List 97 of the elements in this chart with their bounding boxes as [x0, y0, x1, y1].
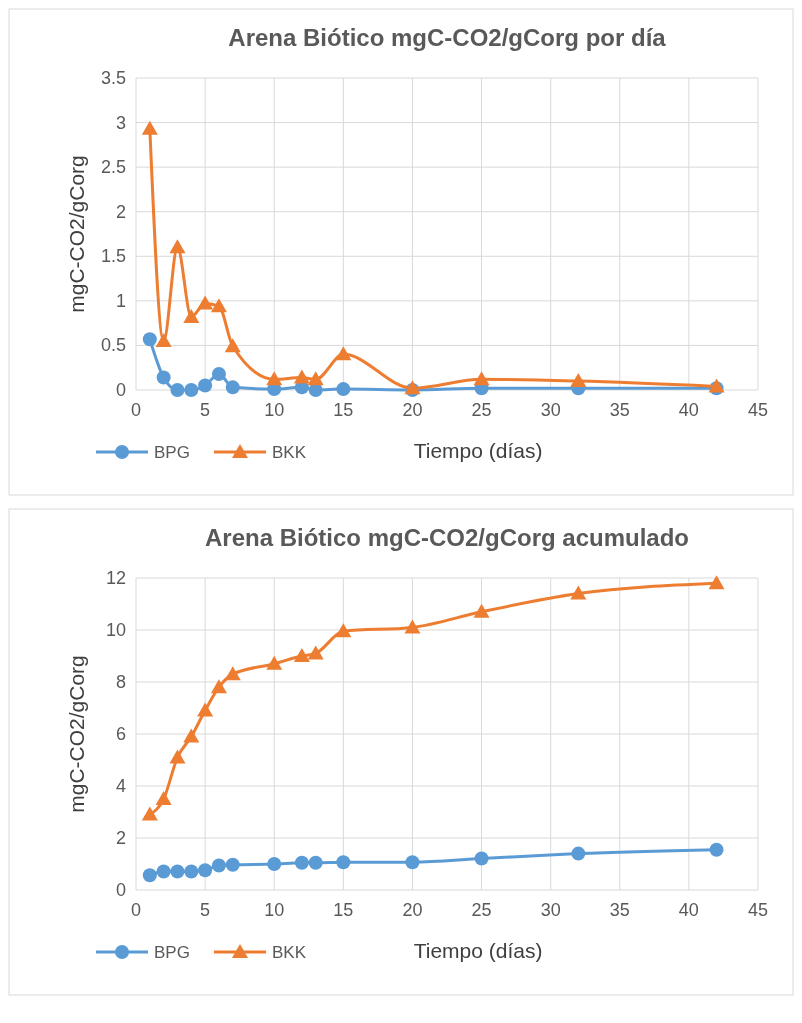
y-tick-label: 3: [115, 112, 126, 133]
point: [335, 346, 352, 361]
point: [183, 308, 200, 323]
point: [225, 857, 240, 872]
point: [570, 373, 587, 388]
x-tick-label: 25: [471, 400, 492, 420]
point: [170, 864, 185, 879]
x-tick-label: 25: [471, 900, 492, 920]
point: [294, 855, 309, 870]
point: [198, 378, 213, 393]
point: [266, 655, 283, 670]
x-tick-label: 10: [264, 400, 285, 420]
point: [266, 371, 283, 386]
point: [404, 619, 421, 634]
point: [169, 239, 186, 254]
point: [142, 868, 157, 883]
point: [224, 666, 241, 681]
x-tick-label: 0: [130, 400, 142, 420]
point: [405, 855, 420, 870]
x-tick-label: 30: [540, 400, 561, 420]
point: [211, 366, 226, 381]
y-tick-label: 1.5: [100, 246, 126, 267]
point: [170, 383, 185, 397]
point: [293, 369, 310, 384]
point: [156, 864, 171, 879]
x-tick-label: 15: [333, 900, 354, 920]
x-tick-label: 0: [130, 900, 142, 920]
y-tick-label: 2: [115, 828, 126, 848]
point: [155, 332, 172, 347]
point: [210, 298, 227, 313]
y-tick-label: 2: [115, 201, 126, 222]
point: [183, 728, 200, 743]
point: [473, 371, 490, 386]
x-tick-label: 45: [747, 900, 769, 920]
point: [142, 332, 157, 347]
x-tick-label: 35: [609, 400, 630, 420]
point: [709, 842, 724, 857]
point: [156, 370, 171, 385]
point: [570, 585, 587, 600]
point: [169, 749, 186, 764]
legend-label: BPG: [154, 943, 190, 962]
x-tick-label: 20: [402, 400, 423, 420]
legend-label: BKK: [272, 943, 307, 962]
point: [210, 679, 227, 694]
point: [211, 858, 226, 873]
y-tick-label: 8: [115, 672, 126, 692]
point: [184, 383, 199, 397]
y-tick-label: 3.5: [100, 68, 126, 88]
point: [308, 383, 323, 397]
point: [307, 371, 324, 386]
point: [474, 851, 489, 866]
point: [336, 855, 351, 870]
point: [571, 846, 586, 861]
y-tick-label: 10: [105, 620, 126, 640]
x-tick-label: 20: [402, 900, 423, 920]
point: [473, 603, 490, 618]
point: [335, 623, 352, 638]
y-tick-label: 6: [115, 724, 126, 744]
point: [197, 295, 214, 310]
x-tick-label: 10: [264, 900, 285, 920]
point: [184, 864, 199, 879]
legend-label: BKK: [272, 443, 307, 462]
point: [141, 806, 158, 821]
x-axis-title: Tiempo (días): [413, 439, 543, 462]
point: [197, 702, 214, 717]
y-axis-title: mgC-CO2/gCorg: [65, 155, 88, 313]
y-tick-label: 2.5: [100, 157, 126, 178]
chart-title: Arena Biótico mgC-CO2/gCorg acumulado: [204, 524, 690, 551]
point: [224, 338, 241, 353]
x-tick-label: 15: [333, 400, 354, 420]
x-tick-label: 45: [747, 400, 769, 420]
x-tick-label: 5: [200, 900, 211, 920]
y-tick-label: 4: [115, 776, 126, 796]
point: [141, 120, 158, 135]
point: [293, 648, 310, 662]
y-tick-label: 1: [115, 290, 126, 311]
x-tick-label: 5: [200, 400, 211, 420]
x-axis-title: Tiempo (días): [413, 939, 543, 962]
x-tick-label: 40: [678, 900, 699, 920]
point: [308, 855, 323, 870]
point: [155, 791, 172, 805]
x-tick-label: 35: [609, 900, 630, 920]
point: [225, 380, 240, 395]
y-tick-label: 12: [105, 568, 126, 588]
x-tick-label: 30: [540, 900, 561, 920]
y-tick-label: 0.5: [100, 335, 126, 356]
legend-label: BPG: [154, 443, 190, 462]
point: [198, 863, 213, 878]
x-tick-label: 40: [678, 400, 699, 420]
y-tick-label: 0: [115, 880, 126, 900]
point: [267, 857, 282, 871]
point: [708, 575, 725, 590]
point: [336, 382, 351, 397]
chart-title: Arena Biótico mgC-CO2/gCorg por día: [228, 24, 667, 51]
point: [307, 645, 324, 660]
y-tick-label: 0: [115, 380, 126, 400]
y-axis-title: mgC-CO2/gCorg: [65, 655, 88, 813]
